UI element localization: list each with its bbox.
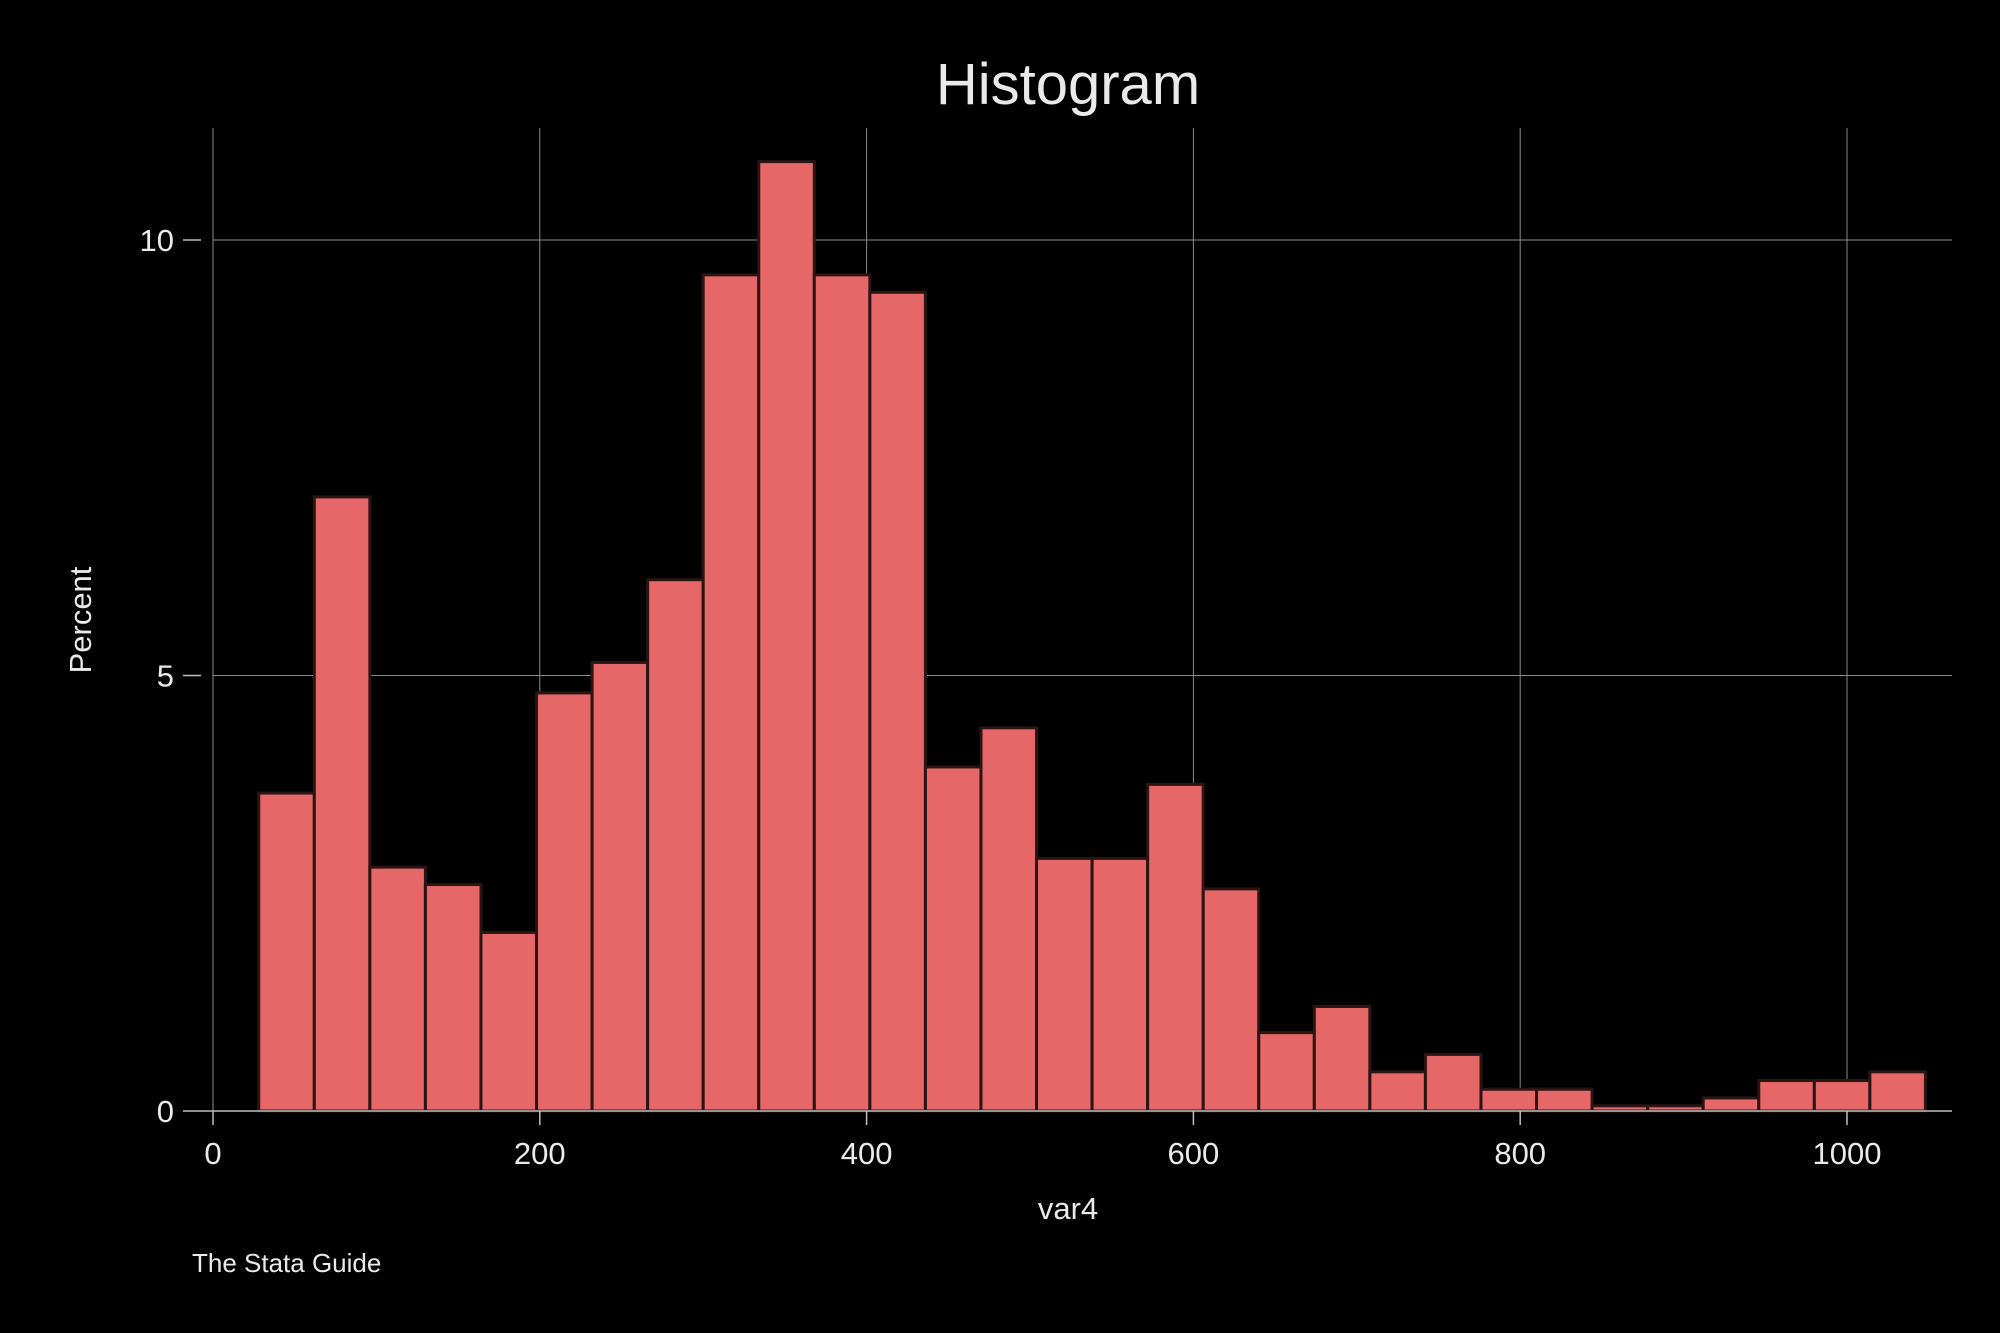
histogram-bar	[923, 765, 983, 1113]
histogram-bar	[812, 273, 872, 1113]
histogram-bars	[257, 160, 1927, 1113]
histogram-bar	[1590, 1104, 1650, 1113]
histogram-bar	[590, 660, 650, 1113]
histogram-bar	[1757, 1079, 1816, 1113]
histogram-bar	[646, 578, 705, 1113]
histogram-bar	[979, 726, 1039, 1113]
histogram-bar	[1535, 1087, 1594, 1113]
histogram-bar	[1035, 856, 1094, 1113]
x-tick-label: 200	[514, 1136, 566, 1171]
histogram-bar	[1201, 887, 1261, 1113]
histogram-bar	[1646, 1104, 1705, 1113]
chart-note: The Stata Guide	[192, 1248, 381, 1278]
y-tick-label: 5	[157, 659, 174, 694]
histogram-bar	[701, 273, 761, 1113]
histogram-bar	[1146, 782, 1205, 1113]
x-tick-label: 600	[1168, 1136, 1220, 1171]
y-tick-label: 0	[157, 1094, 174, 1129]
histogram-bar	[1368, 1070, 1427, 1113]
x-tick-label: 400	[841, 1136, 893, 1171]
histogram-bar	[1312, 1004, 1372, 1113]
histogram-bar	[257, 791, 316, 1113]
histogram-bar	[1423, 1052, 1483, 1113]
histogram-bar	[312, 495, 372, 1113]
chart-title: Histogram	[936, 52, 1200, 117]
histogram-bar	[868, 290, 927, 1113]
histogram-bar	[1868, 1070, 1927, 1113]
axes	[183, 239, 1952, 1125]
x-tick-label: 1000	[1813, 1136, 1882, 1171]
histogram-bar	[1812, 1079, 1872, 1113]
x-tick-label: 0	[204, 1136, 221, 1171]
histogram-bar	[757, 160, 816, 1113]
histogram-bar	[423, 883, 483, 1113]
y-tick-label: 10	[140, 223, 174, 258]
y-axis-title: Percent	[63, 566, 98, 673]
histogram-bar	[1701, 1096, 1761, 1113]
histogram-bar	[1257, 1031, 1316, 1113]
histogram-bar	[368, 865, 427, 1113]
x-tick-label: 800	[1494, 1136, 1546, 1171]
histogram-bar	[479, 930, 539, 1113]
tick-labels: 0 200 400 600 800 1000 0 5 10	[140, 223, 1882, 1171]
histogram-bar	[1479, 1087, 1539, 1113]
histogram-bar	[535, 691, 594, 1113]
histogram-bar	[1090, 856, 1150, 1113]
x-axis-title: var4	[1038, 1191, 1098, 1226]
